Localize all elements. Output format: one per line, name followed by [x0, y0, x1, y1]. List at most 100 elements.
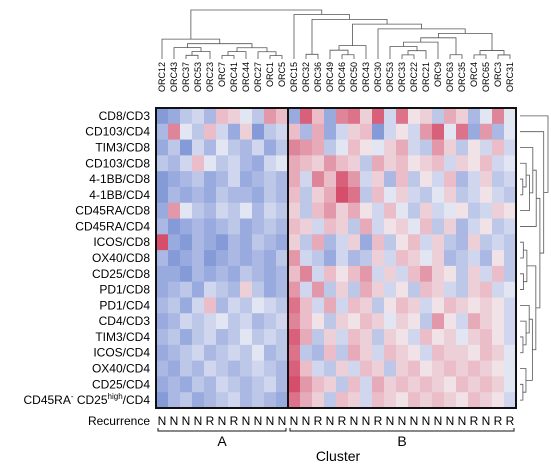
heatmap-cell: [312, 360, 325, 377]
heatmap-cell: [156, 202, 169, 219]
heatmap-cell: [444, 139, 457, 156]
heatmap-cell: [192, 139, 205, 156]
heatmap-cell: [408, 186, 421, 204]
heatmap-cell: [360, 108, 373, 125]
heatmap-cell: [480, 329, 493, 346]
heatmap-cell: [204, 265, 217, 283]
heatmap-cell: [264, 376, 277, 393]
cluster-bracket: [157, 428, 287, 432]
heatmap-cell: [372, 155, 385, 172]
heatmap-cell: [480, 392, 493, 409]
heatmap-cell: [480, 139, 493, 156]
heatmap-cell: [336, 281, 349, 298]
heatmap-cell: [504, 281, 517, 298]
heatmap-cell: [480, 376, 493, 393]
heatmap-cell: [180, 234, 193, 251]
heatmap-cell: [432, 234, 445, 251]
row-label: 4-1BB/CD8: [89, 172, 150, 186]
heatmap-cell: [444, 123, 457, 140]
dendrogram-branch: [526, 265, 537, 351]
heatmap-cell: [468, 329, 481, 346]
recurrence-value: R: [338, 414, 347, 428]
heatmap-cell: [420, 186, 433, 204]
heatmap-cell: [444, 218, 457, 235]
heatmap-cell: [396, 360, 409, 377]
heatmap-cell: [204, 186, 217, 204]
heatmap-cell: [336, 313, 349, 330]
heatmap-cell: [456, 186, 469, 204]
heatmap-cell: [480, 108, 493, 125]
dendrogram-branch: [497, 54, 511, 59]
heatmap-cell: [240, 155, 253, 172]
heatmap-cell: [408, 171, 421, 188]
dendrogram-branch: [338, 45, 367, 59]
heatmap-cell: [228, 186, 241, 204]
heatmap-cell: [504, 329, 517, 346]
heatmap-cell: [420, 376, 433, 393]
heatmap-cell: [504, 360, 517, 377]
heatmap-cell: [264, 108, 277, 125]
dendrogram-branch: [420, 37, 457, 55]
heatmap-cell: [492, 344, 505, 362]
heatmap-cell: [456, 313, 469, 330]
heatmap-cell: [324, 313, 337, 330]
heatmap-cell: [336, 234, 349, 251]
heatmap-cell: [252, 265, 265, 283]
heatmap-cell: [408, 344, 421, 362]
heatmap-cell: [276, 313, 289, 330]
heatmap-cell: [180, 392, 193, 409]
recurrence-value: R: [230, 414, 239, 428]
column-label: ORC31: [505, 62, 515, 92]
heatmap-cell: [480, 250, 493, 267]
heatmap-cell: [156, 360, 169, 377]
heatmap-cell: [204, 139, 217, 156]
heatmap-cell: [312, 281, 325, 298]
heatmap-cell: [420, 329, 433, 346]
heatmap-cell: [168, 186, 181, 204]
column-label: ORC43: [169, 62, 179, 92]
heatmap-cell: [384, 234, 397, 251]
heatmap-cell: [240, 360, 253, 377]
heatmap-cell: [252, 234, 265, 251]
heatmap-cell: [480, 265, 493, 283]
heatmap-cell: [216, 360, 229, 377]
heatmap-cell: [480, 297, 493, 314]
heatmap-cell: [324, 108, 337, 125]
heatmap-cell: [444, 155, 457, 172]
heatmap-cell: [240, 186, 253, 204]
heatmap-cell: [396, 329, 409, 346]
heatmap-cell: [228, 155, 241, 172]
heatmap-cell: [432, 265, 445, 283]
heatmap-cell: [492, 265, 505, 283]
heatmap-cell: [300, 250, 313, 267]
heatmap-cell: [216, 329, 229, 346]
heatmap-cell: [396, 265, 409, 283]
dendrogram-branch: [293, 14, 350, 59]
heatmap-cell: [252, 392, 265, 409]
dendrogram-branch: [449, 54, 463, 59]
heatmap-cell: [264, 186, 277, 204]
heatmap-cell: [288, 171, 301, 188]
heatmap-cell: [468, 281, 481, 298]
dendrogram-branch: [403, 41, 439, 59]
column-label: ORC44: [241, 62, 251, 92]
heatmap-cell: [312, 186, 325, 204]
row-label: 4-1BB/CD4: [89, 188, 150, 202]
heatmap-cell: [324, 250, 337, 267]
heatmap-cell: [468, 376, 481, 393]
heatmap-cell: [360, 297, 373, 314]
dendrogram-branch: [269, 55, 283, 59]
heatmap-cell: [168, 313, 181, 330]
heatmap-cell: [216, 392, 229, 409]
heatmap-cell: [372, 218, 385, 235]
heatmap-cell: [204, 313, 217, 330]
heatmap-cell: [252, 123, 265, 140]
heatmap-cell: [348, 139, 361, 156]
heatmap-cell: [444, 313, 457, 330]
heatmap-cell: [372, 139, 385, 156]
heatmap-cell: [444, 265, 457, 283]
heatmap-cell: [420, 234, 433, 251]
heatmap-cell: [204, 171, 217, 188]
heatmap-cell: [456, 108, 469, 125]
row-label: TIM3/CD8: [95, 140, 150, 154]
